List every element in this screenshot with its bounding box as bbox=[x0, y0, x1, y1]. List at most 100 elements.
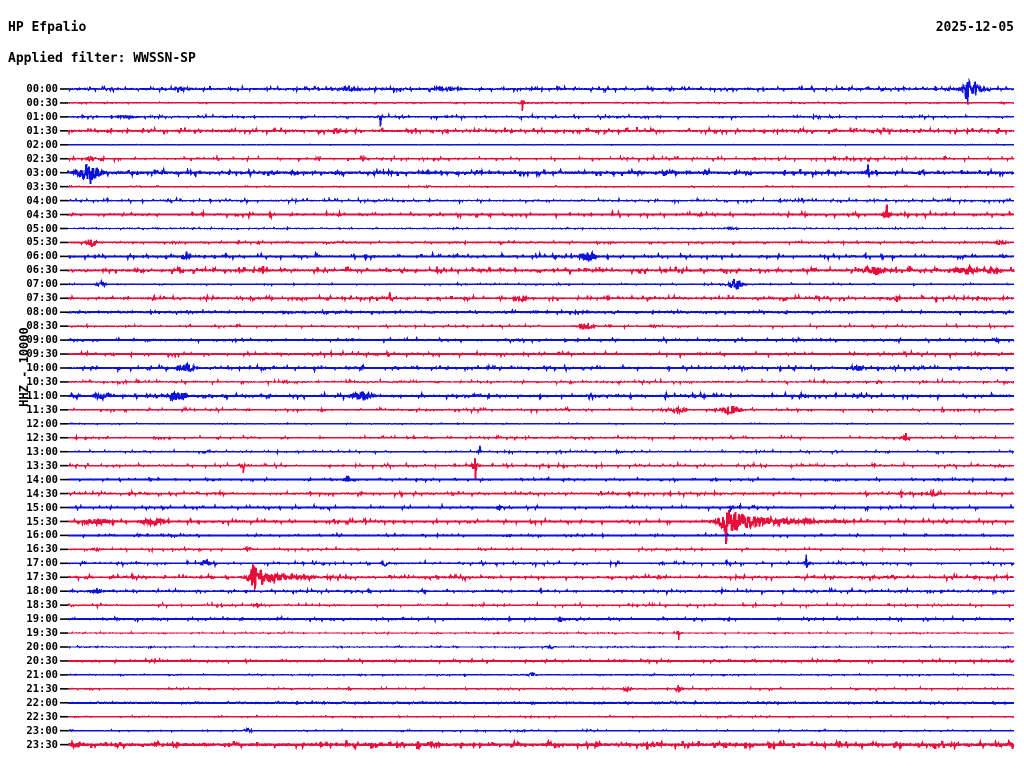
time-tick-label: 19:00 bbox=[26, 613, 58, 626]
trace-row bbox=[67, 545, 1015, 554]
trace-row bbox=[67, 563, 1015, 592]
trace-row bbox=[67, 671, 1015, 678]
trace-row bbox=[67, 726, 1015, 734]
trace-row bbox=[67, 509, 1015, 545]
time-tick-label: 15:00 bbox=[26, 501, 58, 514]
time-tick-label: 13:30 bbox=[26, 459, 58, 472]
time-tick-label: 20:30 bbox=[26, 654, 58, 667]
time-tick-label: 23:30 bbox=[26, 738, 58, 751]
time-tick-label: 15:30 bbox=[26, 515, 58, 528]
trace-row bbox=[67, 421, 1015, 426]
time-tick-label: 23:00 bbox=[26, 724, 58, 737]
time-tick-label: 21:30 bbox=[26, 682, 58, 695]
trace-row bbox=[67, 163, 1015, 184]
time-tick-label: 02:30 bbox=[26, 152, 58, 165]
time-tick-label: 10:00 bbox=[26, 362, 58, 374]
trace-row bbox=[67, 445, 1015, 456]
trace-row bbox=[67, 249, 1015, 263]
time-tick-label: 12:30 bbox=[26, 431, 58, 444]
trace-row bbox=[67, 335, 1015, 345]
trace-row bbox=[67, 404, 1015, 417]
trace-row bbox=[67, 291, 1015, 304]
trace-row bbox=[67, 738, 1015, 751]
time-tick-label: 10:30 bbox=[26, 375, 58, 388]
trace-row bbox=[67, 78, 1015, 105]
trace-row bbox=[67, 600, 1015, 610]
time-tick-label: 05:30 bbox=[26, 236, 58, 249]
trace-row bbox=[67, 554, 1015, 569]
time-tick-label: 13:00 bbox=[26, 445, 58, 458]
time-tick-label: 07:00 bbox=[26, 278, 58, 291]
time-tick-label: 14:00 bbox=[26, 473, 58, 486]
trace-row bbox=[67, 361, 1015, 374]
trace-row bbox=[67, 263, 1015, 277]
trace-row bbox=[67, 322, 1015, 331]
trace-row bbox=[67, 389, 1015, 403]
time-tick-label: 17:30 bbox=[26, 571, 58, 584]
trace-row bbox=[67, 348, 1015, 360]
time-tick-label: 01:30 bbox=[26, 124, 58, 137]
time-tick-label: 16:00 bbox=[26, 529, 58, 542]
trace-row bbox=[67, 308, 1015, 317]
time-tick-label: 01:00 bbox=[26, 110, 58, 123]
time-tick-label: 18:00 bbox=[26, 585, 58, 598]
time-tick-label: 21:00 bbox=[26, 668, 58, 681]
trace-row bbox=[67, 99, 1015, 112]
time-tick-label: 20:00 bbox=[26, 641, 58, 653]
time-tick-label: 07:30 bbox=[26, 292, 58, 305]
trace-row bbox=[67, 615, 1015, 624]
trace-row bbox=[67, 377, 1015, 387]
trace-row bbox=[67, 112, 1015, 127]
trace-row bbox=[67, 432, 1015, 442]
time-tick-label: 03:30 bbox=[26, 180, 58, 193]
trace-row bbox=[67, 699, 1015, 706]
trace-row bbox=[67, 630, 1015, 640]
time-tick-label: 19:30 bbox=[26, 627, 58, 639]
time-tick-label: 11:00 bbox=[26, 389, 58, 402]
time-tick-label: 16:30 bbox=[26, 543, 58, 556]
trace-row bbox=[67, 684, 1015, 694]
time-tick-label: 08:30 bbox=[26, 320, 58, 333]
time-tick-label: 03:00 bbox=[26, 166, 58, 179]
trace-row bbox=[67, 714, 1015, 720]
trace-row bbox=[67, 153, 1015, 164]
trace-row bbox=[67, 204, 1015, 221]
trace-row bbox=[67, 238, 1015, 248]
trace-row bbox=[67, 184, 1015, 189]
trace-row bbox=[67, 531, 1015, 539]
time-tick-label: 22:30 bbox=[26, 710, 58, 723]
time-tick-label: 00:30 bbox=[26, 97, 58, 109]
trace-row bbox=[67, 502, 1015, 513]
time-tick-label: 14:30 bbox=[26, 487, 58, 500]
trace-row bbox=[67, 195, 1015, 206]
trace-row bbox=[67, 475, 1015, 484]
time-tick-label: 05:00 bbox=[26, 222, 58, 235]
time-tick-label: 00:00 bbox=[26, 83, 58, 95]
time-tick-label: 12:00 bbox=[26, 417, 58, 430]
trace-row bbox=[67, 225, 1015, 231]
trace-row bbox=[67, 657, 1015, 665]
time-tick-label: 17:00 bbox=[26, 557, 58, 570]
time-tick-label: 06:30 bbox=[26, 264, 58, 277]
trace-row bbox=[67, 643, 1015, 650]
time-tick-label: 06:00 bbox=[26, 250, 58, 263]
time-tick-label: 02:00 bbox=[26, 138, 58, 151]
trace-row bbox=[67, 143, 1015, 147]
time-tick-label: 18:30 bbox=[26, 599, 58, 612]
trace-row bbox=[67, 487, 1015, 499]
trace-row bbox=[67, 457, 1015, 480]
time-tick-label: 22:00 bbox=[26, 696, 58, 709]
time-tick-label: 04:30 bbox=[26, 208, 58, 221]
time-tick-label: 04:00 bbox=[26, 194, 58, 207]
date-label: 2025-12-05 bbox=[935, 20, 1014, 35]
applied-filter-label: Applied filter: WWSSN-SP bbox=[8, 51, 196, 66]
time-tick-label: 09:00 bbox=[26, 334, 58, 347]
station-title: HP Efpalio bbox=[8, 20, 87, 35]
trace-row bbox=[67, 278, 1015, 290]
time-tick-label: 09:30 bbox=[26, 348, 58, 361]
time-tick-label: 11:30 bbox=[26, 403, 58, 416]
trace-row bbox=[67, 586, 1015, 597]
time-tick-label: 08:00 bbox=[26, 306, 58, 319]
